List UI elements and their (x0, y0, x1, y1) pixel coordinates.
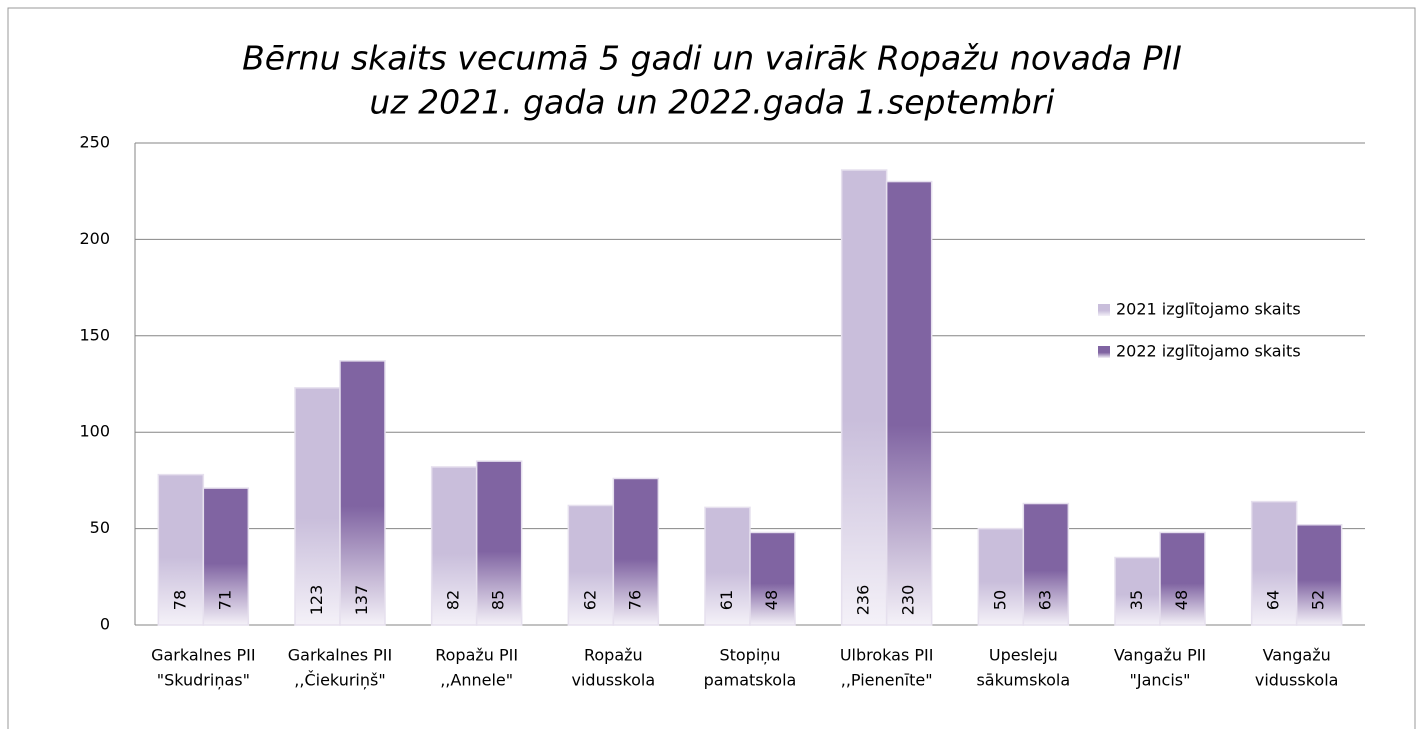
bar (885, 180, 933, 626)
x-tick-label: ,,Pienenīte" (841, 671, 933, 690)
data-label: 52 (1309, 590, 1328, 610)
bar (1114, 556, 1161, 626)
y-tick-label: 150 (79, 325, 110, 344)
data-label: 48 (762, 590, 781, 610)
x-tick-label: Garkalnes PII (288, 646, 393, 665)
x-tick-label: Vangažu PII (1114, 646, 1206, 665)
x-tick-label: Ulbrokas PII (840, 646, 934, 665)
data-label: 35 (1127, 590, 1146, 610)
data-label: 85 (489, 590, 508, 610)
bar (840, 169, 888, 626)
bar (1022, 502, 1070, 626)
x-tick-label: vidusskola (1255, 671, 1339, 690)
legend-label: 2022 izglītojamo skaits (1116, 342, 1301, 361)
x-tick-label: Stopiņu (719, 646, 780, 665)
bar (567, 504, 615, 626)
x-tick-label: pamatskola (704, 671, 797, 690)
bar (1295, 523, 1343, 626)
x-tick-label: vidusskola (572, 671, 656, 690)
legend-label: 2021 izglītojamo skaits (1116, 300, 1301, 319)
bar (339, 360, 386, 626)
x-tick-label: Vangažu (1263, 646, 1331, 665)
bar (430, 466, 478, 626)
bar (1159, 531, 1206, 626)
data-label: 76 (625, 590, 644, 610)
bar (202, 487, 250, 626)
data-label: 64 (1264, 590, 1283, 610)
bar (1250, 500, 1298, 626)
data-label: 137 (352, 585, 371, 616)
x-tick-label: Ropažu (584, 646, 643, 665)
x-tick-label: sākumskola (976, 671, 1070, 690)
y-tick-label: 0 (100, 615, 110, 634)
bar (157, 473, 205, 626)
data-label: 82 (444, 590, 463, 610)
y-tick-label: 200 (79, 229, 110, 248)
legend-swatch (1098, 346, 1110, 358)
data-label: 48 (1172, 590, 1191, 610)
x-tick-label: ,,Čiekuriņš" (294, 671, 385, 690)
data-label: 61 (717, 590, 736, 610)
x-tick-label: Ropažu PII (435, 646, 518, 665)
data-label: 71 (215, 590, 234, 610)
x-tick-label: Garkalnes PII (151, 646, 256, 665)
data-label: 236 (854, 585, 873, 616)
y-tick-label: 50 (90, 518, 110, 537)
data-label: 230 (899, 585, 918, 616)
bar (977, 527, 1025, 626)
x-tick-label: "Jancis" (1130, 671, 1191, 690)
bar (749, 531, 796, 626)
x-tick-label: "Skudriņas" (157, 671, 250, 690)
data-label: 123 (307, 585, 326, 616)
data-label: 62 (580, 590, 599, 610)
legend-swatch (1098, 304, 1110, 316)
data-label: 50 (990, 590, 1009, 610)
chart-title: uz 2021. gada un 2022.gada 1.septembri (369, 83, 1054, 122)
data-label: 63 (1035, 590, 1054, 610)
y-tick-label: 100 (79, 422, 110, 441)
data-label: 78 (170, 590, 189, 610)
chart-title: Bērnu skaits vecumā 5 gadi un vairāk Rop… (242, 39, 1182, 78)
bar (612, 477, 660, 626)
x-tick-label: Upesleju (989, 646, 1058, 665)
bar (475, 460, 523, 626)
bar (704, 506, 751, 626)
x-tick-label: ,,Annele" (440, 671, 513, 690)
y-tick-label: 250 (79, 133, 110, 152)
